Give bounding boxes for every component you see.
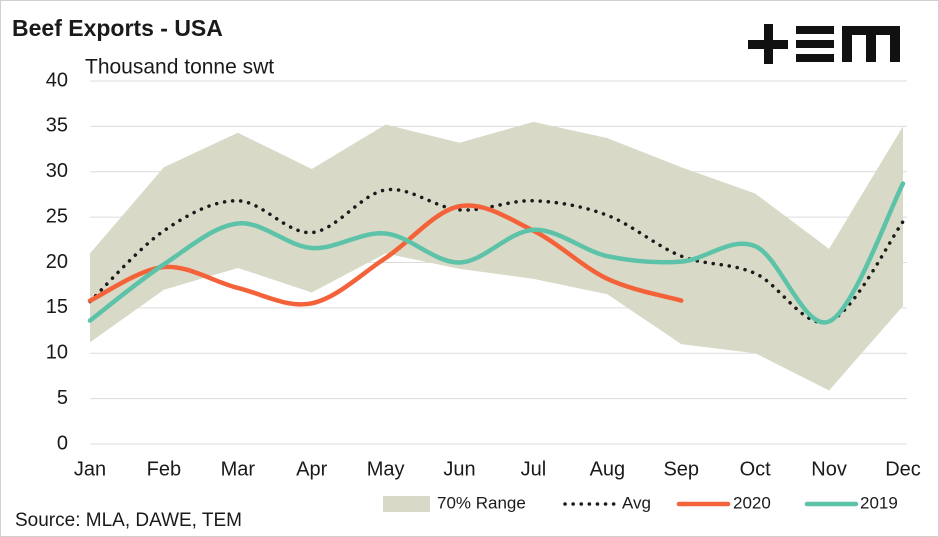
legend-label: Avg [622,493,651,512]
x-tick-label: Jul [521,458,547,480]
series-line [88,187,905,325]
legend-label: 70% Range [437,493,526,512]
y-tick-label: 5 [57,387,68,409]
series-line [87,203,684,307]
chart-title: Beef Exports - USA [12,15,223,41]
legend-swatch [383,496,430,512]
x-tick-label: Oct [740,458,772,480]
range-area [90,121,903,391]
y-tick-label: 40 [46,69,68,91]
x-tick-label: May [367,458,405,480]
x-tick-label: Aug [590,458,626,480]
y-tick-label: 35 [46,115,68,137]
logo [748,24,900,64]
y-tick-label: 10 [46,342,68,364]
legend-label: 2019 [860,493,898,512]
y-tick-label: 0 [57,432,68,454]
y-tick-label: 15 [46,296,68,318]
y-tick-label: 20 [46,251,68,273]
x-tick-label: Sep [663,458,699,480]
x-tick-label: Apr [296,458,327,480]
source: Source: MLA, DAWE, TEM [15,510,242,531]
subtitle: Thousand tonne swt [85,56,274,79]
x-tick-label: Nov [811,458,847,480]
series-line [87,181,906,325]
x-tick-label: Mar [221,458,256,480]
legend-label: 2020 [733,493,771,512]
x-tick-label: Jun [443,458,475,480]
x-tick-label: Dec [885,458,921,480]
y-tick-label: 30 [46,160,68,182]
x-tick-label: Feb [147,458,181,480]
x-tick-label: Jan [74,458,106,480]
y-tick-label: 25 [46,205,68,227]
